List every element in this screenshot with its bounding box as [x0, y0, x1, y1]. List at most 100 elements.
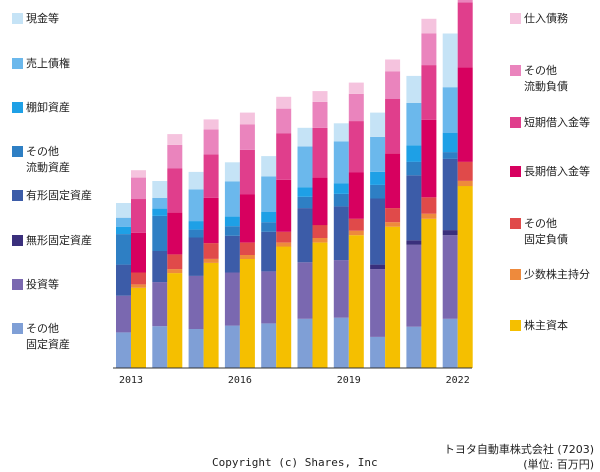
bar-segment-liabilities-2019-その他-流動負債 [348, 93, 364, 121]
bar-segment-liabilities-2022-株主資本 [457, 186, 473, 368]
bar-segment-assets-2020-無形固定資産 [370, 264, 386, 270]
bar-segment-assets-2013-有形固定資産 [116, 264, 131, 296]
bar-segment-assets-2022-投資等 [442, 235, 458, 319]
bar-segment-liabilities-2022-その他-流動負債 [457, 0, 473, 3]
bar-segment-assets-2017-その他-流動資産 [261, 222, 277, 232]
bar-segment-assets-2013-棚卸資産 [116, 226, 131, 234]
bar-segment-liabilities-2017-少数株主持分 [276, 242, 292, 247]
bar-segment-assets-2021-その他-固定資産 [406, 326, 422, 368]
bar-segment-liabilities-2013-その他-固定負債 [131, 272, 146, 285]
bar-segment-liabilities-2020-株主資本 [385, 226, 401, 368]
legend-swatch [12, 146, 23, 157]
bar-segment-liabilities-2017-その他-流動負債 [276, 108, 292, 134]
legend-swatch [510, 117, 521, 128]
bar-segment-liabilities-2021-短期借入金等 [421, 65, 437, 120]
bar-segment-liabilities-2013-長期借入金等 [131, 232, 146, 273]
bar-segment-assets-2020-棚卸資産 [370, 171, 386, 185]
legend-label: 有形固定資産 [26, 189, 92, 202]
bar-segment-liabilities-2014-少数株主持分 [167, 269, 183, 274]
bar-segment-liabilities-2017-長期借入金等 [276, 179, 292, 232]
bar-segment-assets-2016-現金等 [224, 162, 240, 182]
bar-segment-assets-2017-売上債権 [261, 176, 277, 212]
bar-segment-liabilities-2022-少数株主持分 [457, 181, 473, 187]
bar-segment-liabilities-2013-短期借入金等 [131, 199, 146, 233]
bar-segment-liabilities-2014-短期借入金等 [167, 168, 183, 213]
bar-segment-liabilities-2019-その他-固定負債 [348, 218, 364, 231]
legend-label: 短期借入金等 [524, 116, 590, 129]
bar-segment-assets-2022-現金等 [442, 33, 458, 88]
bar-segment-liabilities-2017-株主資本 [276, 246, 292, 368]
legend-label: 株主資本 [524, 319, 568, 332]
bar-segment-liabilities-2018-短期借入金等 [312, 127, 328, 178]
legend-swatch [12, 13, 23, 24]
bar-segment-assets-2021-その他-流動資産 [406, 161, 422, 176]
legend-swatch [12, 190, 23, 201]
bar-segment-assets-2021-投資等 [406, 244, 422, 327]
bar-segment-liabilities-2016-その他-流動負債 [239, 124, 255, 150]
bar-segment-assets-2016-その他-固定資産 [224, 325, 240, 368]
bar-segment-assets-2019-投資等 [333, 260, 349, 318]
bar-segment-liabilities-2020-その他-固定負債 [385, 208, 401, 223]
bar-segment-assets-2021-有形固定資産 [406, 175, 422, 241]
bar-segment-assets-2015-その他-固定資産 [188, 329, 204, 368]
bar-segment-liabilities-2022-その他-固定負債 [457, 161, 473, 181]
bar-segment-liabilities-2015-仕入債務 [203, 119, 219, 130]
bar-segment-liabilities-2013-その他-流動負債 [131, 177, 146, 200]
bar-segment-liabilities-2018-長期借入金等 [312, 177, 328, 226]
unit-label: (単位: 百万円) [523, 458, 594, 471]
legend-swatch [510, 13, 521, 24]
bar-segment-assets-2019-有形固定資産 [333, 206, 349, 261]
bar-segment-assets-2019-売上債権 [333, 141, 349, 184]
bar-segment-assets-2013-現金等 [116, 203, 131, 218]
company-name: トヨタ自動車株式会社 (7203) [443, 443, 594, 456]
legend-assets: 現金等 売上債権 棚卸資産 その他 流動資産 有形固定資産 無形固定資産 投資等… [12, 0, 122, 370]
bar-segment-liabilities-2018-株主資本 [312, 242, 328, 368]
bar-segment-assets-2019-その他-流動資産 [333, 194, 349, 207]
bar-segment-liabilities-2016-仕入債務 [239, 112, 255, 125]
legend-swatch [12, 58, 23, 69]
legend-swatch [510, 320, 521, 331]
x-axis-tick-labels: 2013 2016 2019 2022 [119, 375, 470, 386]
legend-label: その他 固定負債 [524, 217, 568, 246]
bar-segment-assets-2013-その他-流動資産 [116, 234, 131, 265]
bar-segment-liabilities-2021-株主資本 [421, 218, 437, 368]
bar-segment-liabilities-2013-少数株主持分 [131, 284, 146, 288]
bar-segment-liabilities-2017-その他-固定負債 [276, 231, 292, 243]
bar-segment-assets-2018-有形固定資産 [297, 208, 313, 263]
legend-label: 売上債権 [26, 57, 70, 70]
bar-segment-assets-2018-投資等 [297, 262, 313, 319]
bar-segment-liabilities-2018-少数株主持分 [312, 238, 328, 243]
bar-segment-assets-2018-その他-固定資産 [297, 318, 313, 368]
bar-segment-assets-2014-棚卸資産 [152, 208, 168, 216]
bar-segment-assets-2018-その他-流動資産 [297, 196, 313, 209]
bar-segment-liabilities-2015-短期借入金等 [203, 154, 219, 198]
bar-segment-liabilities-2021-長期借入金等 [421, 119, 437, 198]
bar-segment-assets-2020-売上債権 [370, 136, 386, 172]
legend-liabilities-equity: 仕入債務 その他 流動負債 短期借入金等 長期借入金等 その他 固定負債 少数株… [510, 0, 600, 370]
bar-segment-liabilities-2018-その他-固定負債 [312, 225, 328, 238]
legend-label: 現金等 [26, 12, 59, 25]
legend-swatch [12, 102, 23, 113]
bar-segment-assets-2017-現金等 [261, 156, 277, 177]
legend-label: 棚卸資産 [26, 101, 70, 114]
bar-segment-assets-2014-現金等 [152, 181, 168, 198]
x-tick-label-2013: 2013 [119, 375, 143, 386]
bar-segment-assets-2015-その他-流動資産 [188, 229, 204, 238]
bar-segment-liabilities-2017-短期借入金等 [276, 133, 292, 180]
bar-segment-assets-2020-その他-固定資産 [370, 336, 386, 368]
x-tick-label-2016: 2016 [228, 375, 252, 386]
bar-segment-liabilities-2021-その他-固定負債 [421, 197, 437, 214]
bar-segment-liabilities-2016-長期借入金等 [239, 194, 255, 243]
bar-segment-liabilities-2020-仕入債務 [385, 59, 401, 72]
bar-segment-liabilities-2016-短期借入金等 [239, 149, 255, 195]
bar-segment-assets-2017-棚卸資産 [261, 212, 277, 223]
legend-swatch [12, 235, 23, 246]
bar-segment-assets-2022-売上債権 [442, 87, 458, 133]
legend-label: その他 流動負債 [524, 64, 568, 93]
copyright-text: Copyright (c) Shares, Inc [212, 456, 378, 469]
bar-segment-liabilities-2020-その他-流動負債 [385, 71, 401, 99]
bar-segment-assets-2020-現金等 [370, 112, 386, 137]
bar-segment-assets-2022-棚卸資産 [442, 132, 458, 153]
bar-segment-liabilities-2014-その他-流動負債 [167, 144, 183, 169]
bar-segment-liabilities-2018-仕入債務 [312, 91, 328, 102]
